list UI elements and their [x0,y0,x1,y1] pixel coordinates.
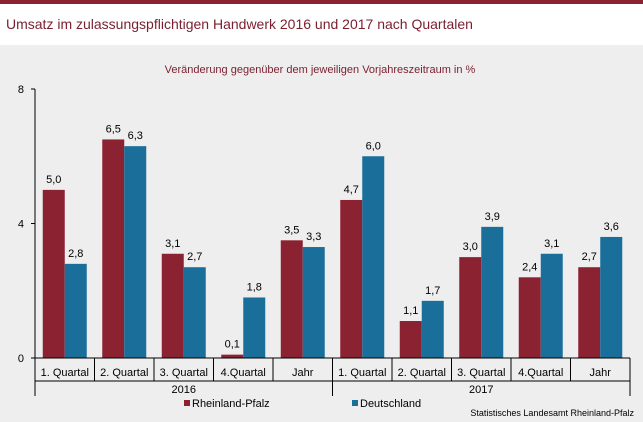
y-tick-label: 0 [18,353,24,365]
legend-swatch [184,400,190,406]
bar [64,263,87,358]
bar [481,226,504,358]
bar [183,267,206,358]
x-group-label: 2016 [172,384,196,396]
bar [459,257,482,358]
legend-swatch [352,400,358,406]
data-label: 3,5 [284,224,299,236]
bar [161,253,184,358]
top-accent-bar [0,0,643,4]
bar [243,297,266,358]
bar [518,277,541,358]
bar [340,199,363,358]
source-note: Statistisches Landesamt Rheinland-Pfalz [470,408,634,418]
data-label: 6,0 [366,140,381,152]
x-group-label: 2017 [469,384,493,396]
legend-label: Rheinland-Pfalz [192,398,270,410]
bar [578,267,601,358]
data-label: 3,0 [463,241,478,253]
data-label: 1,1 [403,305,418,317]
y-tick-label: 4 [18,219,24,231]
page-title: Umsatz im zulassungspflichtigen Handwerk… [6,16,473,32]
data-label: 3,3 [306,231,321,243]
data-label: 1,8 [247,281,262,293]
data-label: 4,7 [344,184,359,196]
data-label: 6,5 [106,123,121,135]
data-label: 0,1 [225,339,240,351]
bar [280,240,303,358]
data-label: 3,1 [544,238,559,250]
data-label: 1,7 [425,285,440,297]
bar [124,146,147,358]
bar [600,236,623,358]
x-category-label: 2. Quartal [398,367,446,379]
x-category-label: Jahr [292,367,314,379]
bar [362,156,385,358]
data-label: 3,6 [604,221,619,233]
x-category-label: 1. Quartal [41,367,89,379]
legend-label: Deutschland [360,398,421,410]
data-label: 2,4 [522,261,537,273]
data-label: 3,1 [165,238,180,250]
x-category-label: 4.Quartal [221,367,266,379]
x-category-label: 3. Quartal [457,367,505,379]
x-category-label: 3. Quartal [160,367,208,379]
bar [399,321,422,358]
bar [421,300,444,358]
data-label: 6,3 [128,130,143,142]
bar [221,354,244,358]
x-category-label: 4.Quartal [518,367,563,379]
bar [42,189,65,358]
x-category-label: 1. Quartal [338,367,386,379]
y-tick-label: 8 [18,84,24,96]
data-label: 2,8 [68,248,83,260]
data-label: 5,0 [46,174,61,186]
x-category-label: 2. Quartal [100,367,148,379]
chart-subtitle: Veränderung gegenüber dem jeweiligen Vor… [165,64,476,76]
data-label: 3,9 [485,211,500,223]
bar [540,253,563,358]
bar [302,247,325,358]
data-label: 2,7 [187,251,202,263]
data-label: 2,7 [582,251,597,263]
x-category-label: Jahr [590,367,612,379]
bar [102,139,125,358]
